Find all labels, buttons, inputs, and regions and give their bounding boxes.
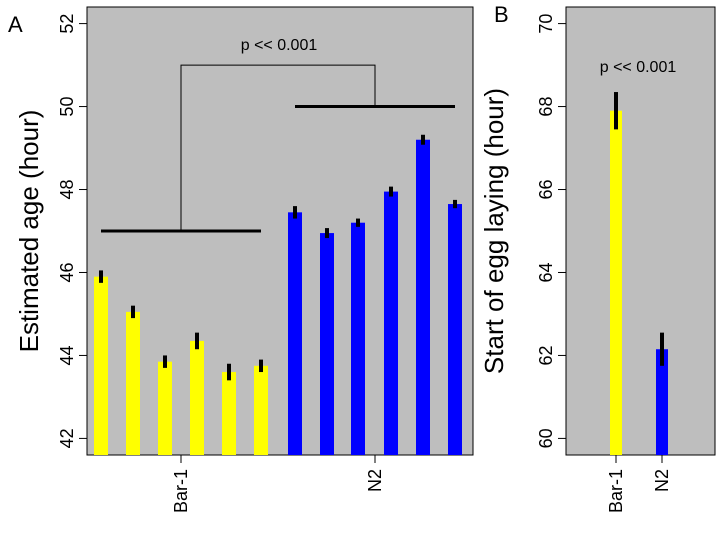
y-tick-label: 62 [536, 345, 556, 365]
bar-n2-4 [384, 191, 398, 455]
panel-a-letter: A [8, 12, 23, 37]
y-tick-label: 50 [57, 97, 77, 117]
y-tick-label: 66 [536, 180, 556, 200]
bar-bar-1-3 [158, 361, 172, 455]
bar-n2-2 [320, 233, 334, 455]
panel-a-p-value: p << 0.001 [241, 37, 318, 54]
bar-bar-1-6 [254, 365, 268, 455]
y-tick-label: 48 [57, 180, 77, 200]
bar-bar-1-2 [126, 311, 140, 455]
panel-a-y-axis: 42 44 46 48 50 52 [57, 14, 87, 448]
panel-b: B 60 62 64 66 68 70 p << 0.001 Bar-1 N2 Start … [479, 2, 716, 513]
x-tick-label: N2 [652, 469, 672, 492]
y-tick-label: 70 [536, 14, 556, 34]
bar-n2-6 [448, 204, 462, 455]
bar-bar-1-4 [190, 340, 204, 455]
bar-n2 [656, 349, 668, 455]
y-tick-label: 52 [57, 14, 77, 34]
bracket-line [180, 64, 376, 231]
x-tick-label: Bar-1 [171, 469, 191, 513]
x-tick-label: Bar-1 [606, 469, 626, 513]
panel-b-plot-area [565, 6, 716, 456]
panel-b-y-axis: 60 62 64 66 68 70 [536, 14, 566, 448]
bar-bar-1 [610, 110, 622, 455]
panel-a-bars [94, 139, 462, 456]
panel-b-x-axis: Bar-1 N2 [606, 455, 672, 513]
panel-a-error-bars [99, 134, 457, 381]
y-tick-label: 44 [57, 345, 77, 365]
panel-b-error-bars [614, 92, 664, 366]
panel-a: A 42 44 46 48 50 52 p << 0.001 Bar-1 N2 Estima… [8, 6, 474, 513]
y-tick-label: 64 [536, 262, 556, 282]
panel-b-p-value: p << 0.001 [600, 59, 677, 76]
bar-bar-1-1 [94, 276, 108, 455]
y-tick-label: 68 [536, 97, 556, 117]
panel-b-letter: B [494, 2, 509, 27]
bar-n2-5 [416, 139, 430, 456]
panel-a-significance-bracket [180, 64, 376, 231]
panel-b-y-axis-title: Start of egg laying (hour) [479, 88, 509, 374]
y-tick-label: 60 [536, 428, 556, 448]
bar-bar-1-5 [222, 372, 236, 455]
panel-b-bars [610, 110, 668, 455]
bar-n2-1 [288, 212, 302, 455]
x-tick-label: N2 [365, 469, 385, 492]
y-tick-label: 42 [57, 428, 77, 448]
bar-n2-3 [351, 222, 365, 455]
panel-a-x-axis: Bar-1 N2 [171, 455, 385, 513]
y-tick-label: 46 [57, 262, 77, 282]
panel-a-y-axis-title: Estimated age (hour) [14, 110, 44, 353]
